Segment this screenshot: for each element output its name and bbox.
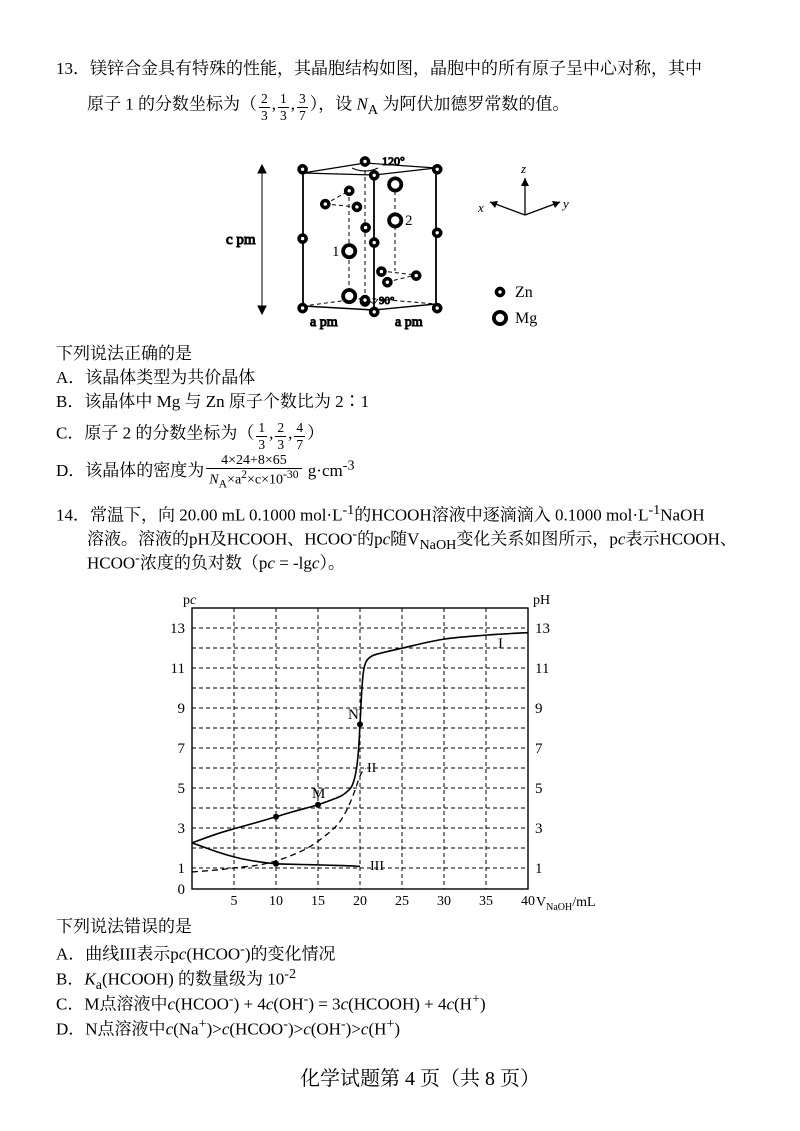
- svg-text:I: I: [498, 636, 503, 652]
- svg-text:7: 7: [178, 741, 186, 757]
- svg-text:20: 20: [353, 894, 367, 909]
- svg-text:11: 11: [535, 661, 549, 677]
- svg-text:III: III: [370, 859, 384, 874]
- svg-text:7: 7: [535, 741, 543, 757]
- svg-text:II: II: [367, 761, 377, 776]
- svg-text:pH: pH: [533, 593, 550, 608]
- svg-text:35: 35: [479, 894, 493, 909]
- svg-text:3: 3: [535, 821, 543, 837]
- svg-text:30: 30: [437, 894, 451, 909]
- svg-text:5: 5: [178, 781, 186, 797]
- svg-text:9: 9: [535, 701, 543, 717]
- svg-text:N: N: [348, 707, 359, 723]
- svg-text:1: 1: [535, 861, 543, 877]
- svg-text:10: 10: [269, 894, 283, 909]
- svg-text:5: 5: [231, 894, 238, 909]
- svg-text:9: 9: [178, 701, 186, 717]
- svg-text:13: 13: [170, 621, 185, 637]
- svg-text:0: 0: [178, 882, 186, 898]
- svg-text:1: 1: [178, 861, 186, 877]
- svg-text:pc: pc: [183, 593, 197, 608]
- svg-text:13: 13: [535, 621, 550, 637]
- svg-text:25: 25: [395, 894, 409, 909]
- svg-text:M: M: [312, 786, 325, 802]
- svg-text:15: 15: [311, 894, 325, 909]
- svg-text:VNaOH/mL: VNaOH/mL: [536, 895, 596, 913]
- svg-text:11: 11: [171, 661, 185, 677]
- svg-text:5: 5: [535, 781, 543, 797]
- svg-text:3: 3: [178, 821, 186, 837]
- svg-text:40: 40: [521, 894, 535, 909]
